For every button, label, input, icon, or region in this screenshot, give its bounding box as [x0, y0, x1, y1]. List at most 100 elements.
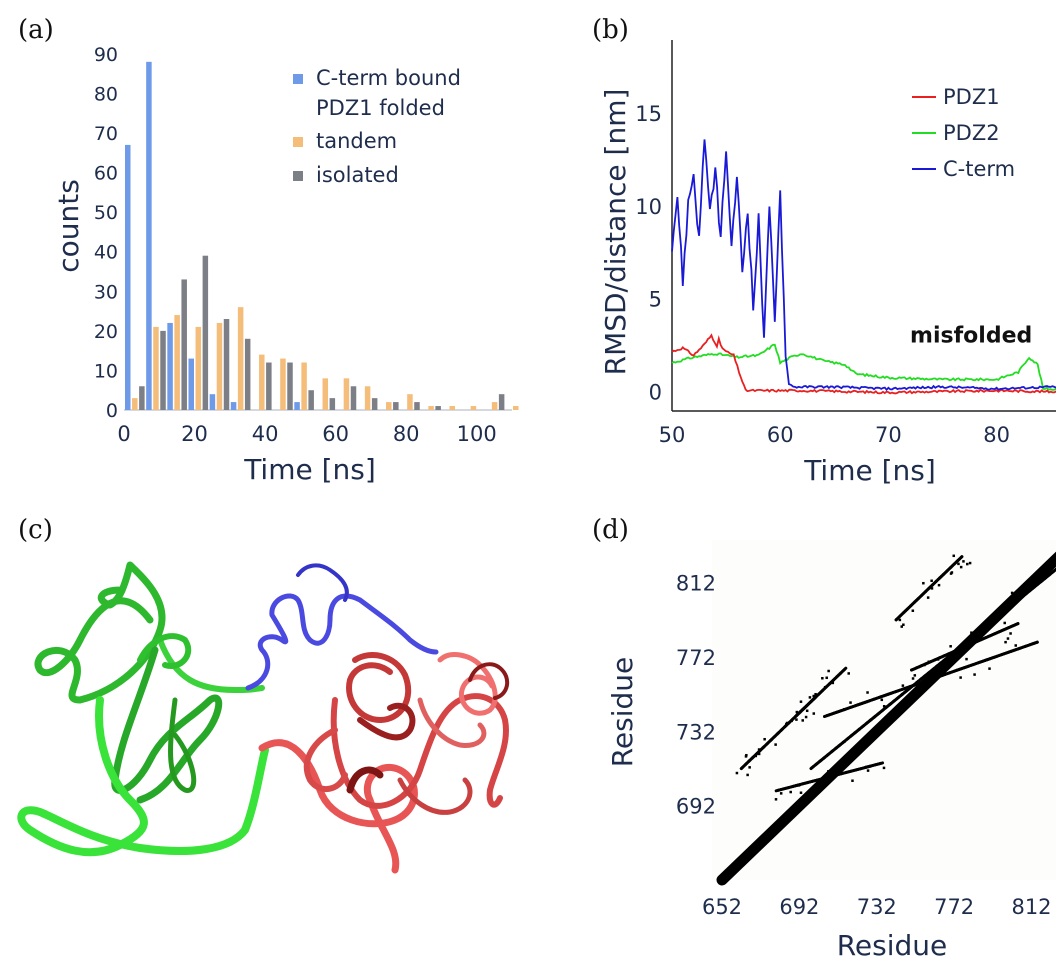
panel-a-bar [428, 406, 434, 410]
panel-d-contact-dot [911, 609, 915, 612]
panel-d-contact-dot [930, 587, 934, 590]
panel-d-contact-dot [746, 773, 749, 777]
panel-a-bar [230, 402, 237, 410]
panel-d-contact-band [794, 666, 848, 719]
panel-d-contact-dot [922, 581, 925, 585]
panel-d-contact-dot [959, 565, 963, 569]
panel-a-bar [167, 322, 173, 410]
panel-b-series-c-term [671, 139, 1056, 392]
panel-d-contact-dot [847, 672, 850, 675]
panel-a-x-tick-label: 40 [252, 422, 279, 446]
pdz1-ribbon [258, 652, 510, 874]
panel-d-contact-dot [966, 562, 969, 566]
panel-d-contact-dot [814, 692, 817, 696]
panel-d-contact-dot [790, 719, 793, 723]
panel-a-legend-swatch [293, 171, 303, 181]
panel-d-contact-dot [799, 791, 803, 794]
panel-d-contact-dot [812, 694, 815, 698]
panel-d-contact-dot [795, 710, 799, 714]
panel-a-bar [125, 144, 131, 411]
panel-d-contact-dot [937, 583, 941, 587]
panel-b-y-tick-label: 0 [649, 380, 662, 404]
panel-a-bar [407, 394, 413, 410]
panel-d-contact-dot [757, 748, 761, 751]
panel-d-contact-dot [789, 790, 792, 794]
panel-b-annotation-misfolded: misfolded [910, 323, 1032, 348]
panel-a-legend-swatch [293, 74, 303, 84]
panel-d-contact-dot [901, 684, 905, 687]
panel-a-bar [386, 402, 392, 410]
panel-a-bar [244, 338, 251, 410]
panel-a-bar [223, 319, 230, 410]
panel-d-contact-dot [823, 685, 827, 689]
panel-a-bar [153, 326, 159, 410]
panel-d-contact-dot [988, 667, 991, 670]
panel-d-contact-dot [795, 718, 798, 721]
panel-d-contact-dot [930, 579, 933, 583]
panel-d-contact-dot [735, 771, 739, 775]
panel-d-contact-dot [866, 691, 869, 694]
panel-b-y-tick-label: 5 [649, 288, 662, 312]
panel-d-contact-dot [882, 704, 886, 708]
panel-d-x-tick-label: 812 [1011, 895, 1051, 919]
panel-d-contact-dot [1003, 621, 1006, 625]
panel-a-bar [294, 402, 300, 410]
panel-d-contact-dot [976, 638, 979, 642]
panel-d-contact-dot [779, 792, 783, 795]
panel-d-contact-dot [898, 618, 902, 622]
panel-a-legend-label: C-term bound [316, 66, 461, 90]
panel-d-contact-dot [902, 623, 905, 626]
panel-a-bar [308, 390, 314, 410]
panel-a-y-tick-label: 40 [94, 242, 118, 264]
panel-a-legend: C-term bound PDZ1 folded tandem isolated [293, 66, 461, 187]
panel-d-y-tick-label: 812 [676, 572, 716, 596]
panel-a-bar [188, 358, 194, 410]
panel-a-y-tick-label: 60 [94, 163, 118, 185]
panel-d-contact-dot [970, 631, 973, 634]
panel-d-x-tick-label: 732 [857, 895, 897, 919]
panel-d-contact-dot [808, 696, 812, 699]
panel-a-bar [449, 406, 456, 410]
panel-d-contact-dot [926, 596, 930, 599]
panel-a-x-tick-label: 20 [181, 422, 208, 446]
panel-d-contact-band [809, 567, 1056, 771]
panel-d-contact-dot [831, 681, 835, 685]
panel-a-bar [414, 402, 420, 410]
panel-d-contact-dot [843, 740, 846, 743]
panel-a-bar [343, 378, 350, 410]
panel-d-contact-dot [962, 560, 965, 563]
panel-d-contact-dot [921, 679, 925, 683]
panel-b-legend: PDZ1 PDZ2 C-term [912, 85, 1015, 181]
panel-d-contact-dot [774, 798, 778, 801]
panel-d-x-label: Residue [837, 929, 948, 962]
panel-a-y-tick-label: 0 [106, 400, 118, 422]
panel-d-contact-dot [957, 562, 960, 566]
panel-d-contact-dot [978, 637, 981, 641]
panel-d-contact-dot [880, 698, 884, 702]
panel-a-x-tick-label: 60 [322, 422, 349, 446]
panel-b-y-tick-label: 15 [635, 102, 662, 126]
panel-d-contact-dot [866, 769, 870, 772]
panel-d-contact-band [823, 640, 1039, 719]
panel-d-contact-dot [829, 770, 833, 773]
panel-a-bar [301, 362, 307, 410]
panel-d-contact-dot [757, 752, 761, 756]
panel-a-y-tick-label: 90 [94, 44, 118, 66]
panel-a-bar [195, 326, 202, 410]
pdz2-ribbon [17, 561, 269, 857]
panel-d-contact-dot [950, 571, 954, 574]
panel-a-bar [287, 362, 293, 410]
panel-a-legend-label: isolated [316, 163, 399, 187]
panel-b-legend-label: PDZ1 [943, 85, 1000, 109]
panel-d-x-tick-label: 652 [702, 895, 742, 919]
panel-d-y-tick-label: 692 [676, 795, 716, 819]
panel-a-y-tick-label: 30 [94, 281, 118, 303]
panel-a-bar [498, 394, 505, 410]
panel-d-contact-dot [827, 770, 830, 773]
panel-b-x-tick-label: 70 [875, 423, 902, 447]
panel-d-contact-dot [828, 780, 831, 784]
panel-d-contact-dot [804, 715, 808, 719]
panel-d-contact-dot [959, 676, 962, 679]
panel-d-x-tick-label: 692 [779, 895, 819, 919]
panel-d-contact-dot [965, 657, 968, 661]
